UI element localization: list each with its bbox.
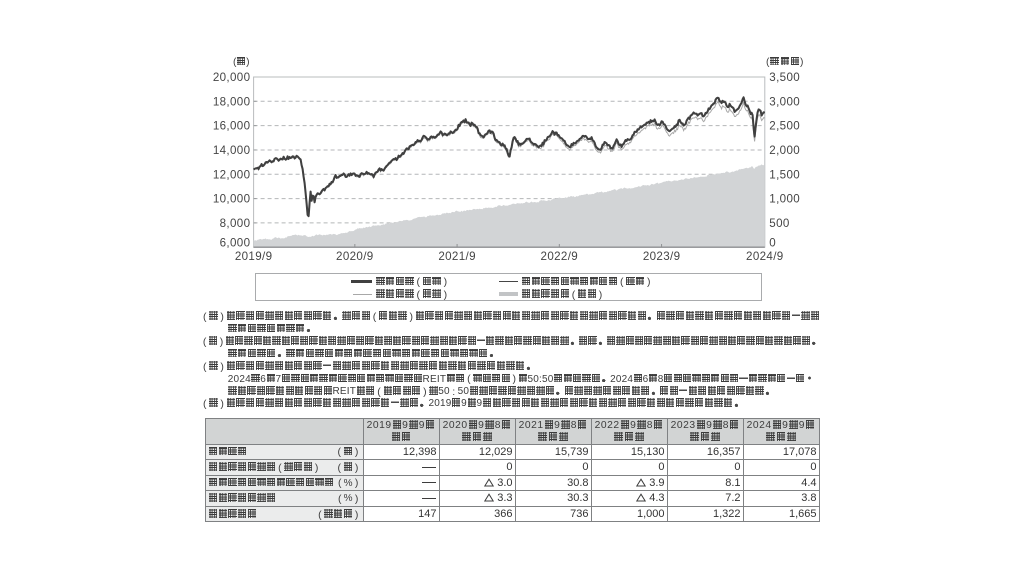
svg-text:2021/9: 2021/9: [438, 250, 476, 263]
svg-text:10,000: 10,000: [213, 193, 251, 206]
svg-text:6,000: 6,000: [220, 237, 251, 250]
svg-text:0: 0: [769, 237, 776, 250]
svg-text:1,500: 1,500: [769, 168, 800, 181]
svg-text:8,000: 8,000: [220, 217, 251, 230]
svg-text:12,000: 12,000: [213, 168, 251, 181]
svg-text:16,000: 16,000: [213, 120, 251, 133]
svg-text:3,000: 3,000: [769, 95, 800, 108]
svg-text:2024/9: 2024/9: [746, 250, 784, 263]
svg-text:1,000: 1,000: [769, 193, 800, 206]
svg-text:14,000: 14,000: [213, 144, 251, 157]
svg-text:2022/9: 2022/9: [541, 250, 579, 263]
svg-text:500: 500: [769, 217, 789, 230]
svg-text:18,000: 18,000: [213, 95, 251, 108]
svg-text:2019/9: 2019/9: [235, 250, 273, 263]
svg-text:2020/9: 2020/9: [336, 250, 374, 263]
svg-text:3,500: 3,500: [769, 71, 800, 84]
svg-text:2,500: 2,500: [769, 120, 800, 133]
svg-text:2023/9: 2023/9: [643, 250, 681, 263]
svg-text:2,000: 2,000: [769, 144, 800, 157]
svg-text:20,000: 20,000: [213, 71, 251, 84]
